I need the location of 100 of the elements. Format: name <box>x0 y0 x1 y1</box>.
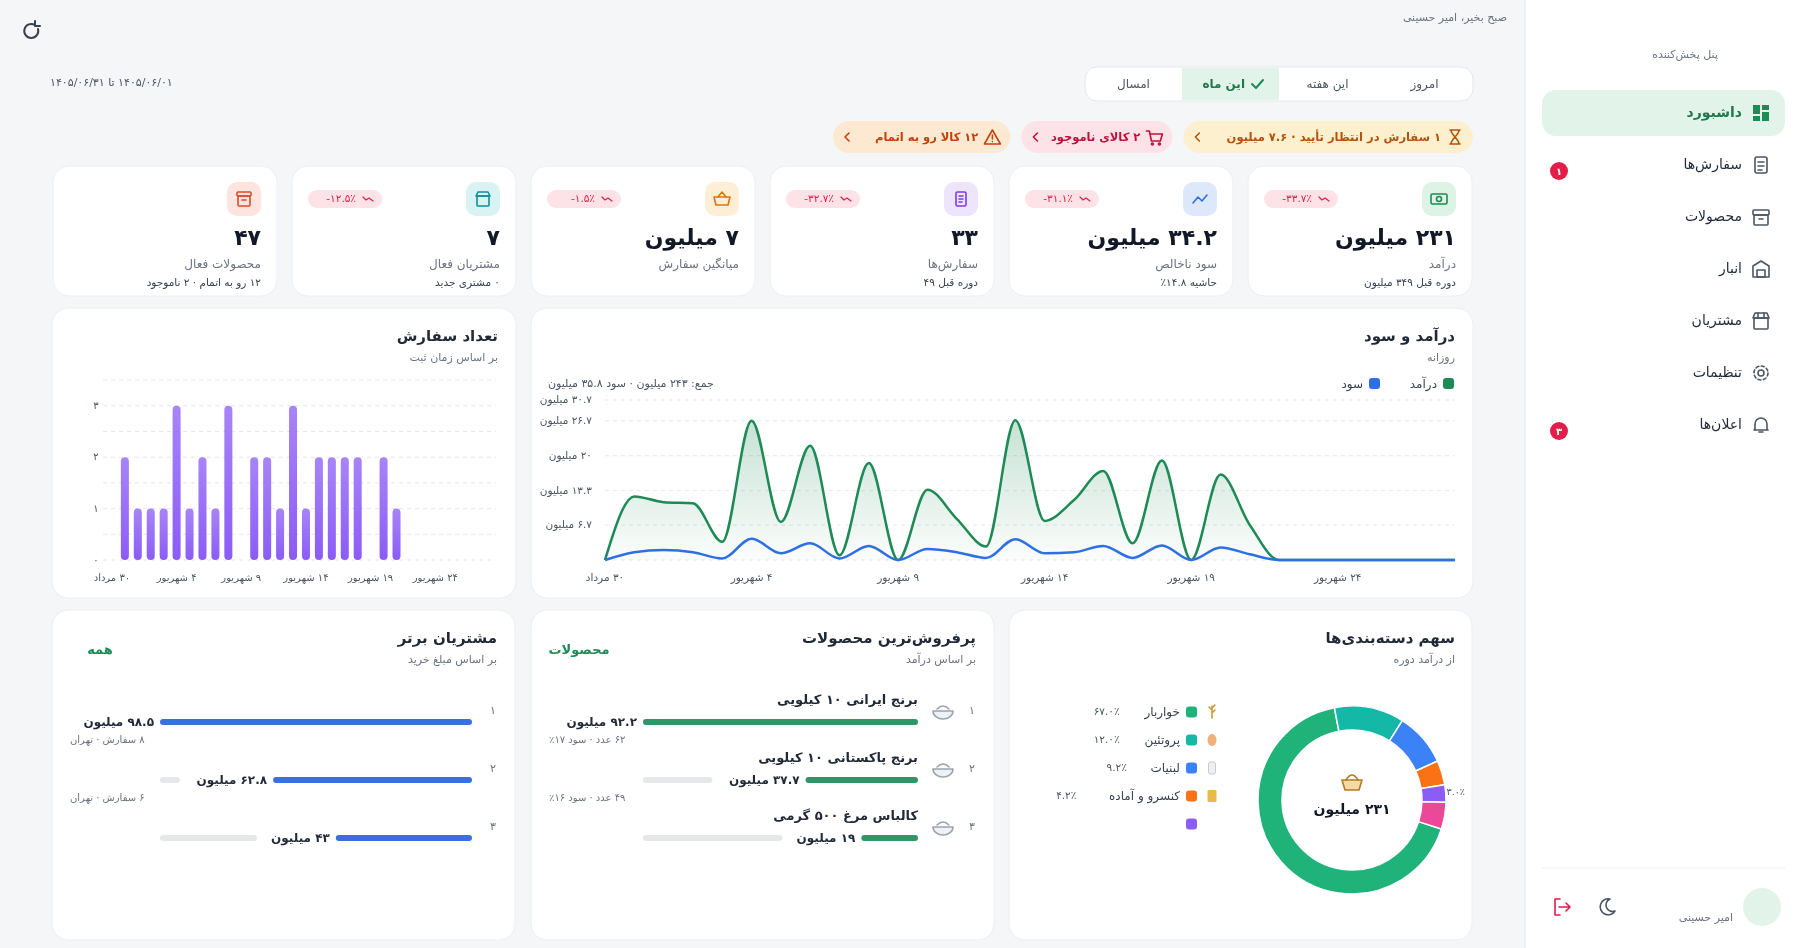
text: پنل پخش‌کننده <box>1652 48 1718 61</box>
bar <box>172 405 181 560</box>
data-label: ۶۷.۰٪ <box>1093 705 1120 717</box>
text: ۲ <box>490 762 497 775</box>
text: سود ناخالص <box>1155 256 1217 272</box>
text: ۴۹ عدد · سود ۱۶٪ <box>549 792 626 803</box>
text: ۳۴.۲ میلیون <box>1087 225 1218 251</box>
text: ۱۲ کالا رو به اتمام <box>874 129 979 145</box>
bar <box>392 508 401 560</box>
text: مشتریان فعال <box>429 256 500 272</box>
x-tick-label: ۱۴ شهریور <box>1019 571 1069 584</box>
legend-label: لبنیات <box>1150 760 1180 775</box>
text: محصولات <box>548 641 610 657</box>
text: میانگین سفارش <box>658 256 739 272</box>
text: ۱ <box>490 704 496 717</box>
x-tick-label: ۳۰ مرداد <box>93 572 131 583</box>
y-tick-label: ۳۰.۷ میلیون <box>539 393 593 406</box>
y-tick-label: ۳ <box>93 399 100 411</box>
text: ۴۷ <box>234 225 262 250</box>
text: ۱ سفارش در انتظار تأیید · ۷.۶ میلیون <box>1226 128 1441 145</box>
text: ۲۳۱ میلیون <box>1313 801 1391 818</box>
chart-subtitle: بر اساس زمان ثبت <box>409 351 498 364</box>
x-tick-label: ۴ شهریور <box>155 572 197 584</box>
data-label: ۳.۰٪ <box>1446 786 1465 798</box>
legend-label: کنسرو و آماده <box>1109 787 1181 804</box>
chart-subtitle: روزانه <box>1427 351 1455 364</box>
text: حاشیه ۱۴.۸٪ <box>1160 276 1217 288</box>
bar <box>185 508 194 560</box>
text: ۱۲ رو به اتمام · ۲ ناموجود <box>146 276 262 289</box>
text: -۳۲.۷٪ <box>804 192 834 204</box>
bar <box>301 508 310 560</box>
bar <box>198 457 207 560</box>
bar <box>379 457 388 560</box>
y-tick-label: ۱ <box>93 502 99 514</box>
x-tick-label: ۱۴ شهریور <box>282 572 329 584</box>
data-label: ۹۸.۵ میلیون <box>83 714 154 730</box>
bar <box>314 457 323 560</box>
text: جمع: ۲۴۳ میلیون · سود ۳۵.۸ میلیون <box>548 377 714 390</box>
bar <box>146 508 155 560</box>
data-label: ۱۹ میلیون <box>796 830 856 846</box>
y-tick-label: ۲۰ میلیون <box>548 448 592 462</box>
text: درآمد <box>1428 255 1456 272</box>
text: داشبورد <box>1686 104 1742 121</box>
text: ۱ <box>1555 166 1563 177</box>
y-tick-label: برنج پاکستانی ۱۰ کیلویی <box>758 749 918 765</box>
x-tick-label: ۴ شهریور <box>729 571 773 584</box>
bar <box>327 457 336 560</box>
text: ۲ <box>969 762 976 775</box>
text: دوره قبل ۴۹ <box>923 276 979 289</box>
text: بر اساس درآمد <box>905 652 976 666</box>
y-tick-label: ۲ <box>93 451 99 463</box>
text: امروز <box>1409 76 1439 92</box>
x-tick-label: ۱۹ شهریور <box>347 572 394 584</box>
x-tick-label: ۲۴ شهریور <box>1313 571 1362 584</box>
text: -۱.۵٪ <box>570 192 595 204</box>
y-tick-label: برنج ایرانی ۱۰ کیلویی <box>777 691 918 707</box>
text: ۷ <box>486 225 501 250</box>
x-tick-label: ۳۰ مرداد <box>585 571 625 584</box>
text: سفارش‌ها <box>1683 156 1742 173</box>
text: ۷ میلیون <box>644 225 740 251</box>
text: امیر حسینی <box>1678 911 1733 924</box>
data-label: ۹۲.۲ میلیون <box>566 714 638 730</box>
bar <box>250 457 259 560</box>
text: ۰ مشتری جدید <box>435 276 500 289</box>
legend-label: درآمد <box>1409 375 1437 392</box>
text: ۲ کالای ناموجود <box>1050 129 1141 145</box>
text: ۲۳۱ میلیون <box>1334 225 1456 251</box>
text: ۱۴۰۵/۰۶/۰۱ تا ۱۴۰۵/۰۶/۳۱ <box>50 76 173 89</box>
x-tick-label: ۹ شهریور <box>220 572 262 584</box>
bar <box>224 405 233 560</box>
legend-label: پروتئین <box>1144 732 1180 748</box>
bar <box>353 457 362 560</box>
legend-label: خواربار <box>1143 704 1180 720</box>
text: امسال <box>1117 76 1150 91</box>
x-tick-label: ۹ شهریور <box>876 571 920 584</box>
data-label: ۴.۲٪ <box>1056 789 1077 801</box>
y-tick-label: ۲۶.۷ میلیون <box>539 413 593 427</box>
bar <box>133 508 142 560</box>
bar <box>159 508 168 560</box>
chart-title: مشتریان برتر <box>396 628 497 647</box>
bar <box>120 457 129 560</box>
data-label: ۹.۲٪ <box>1106 761 1127 773</box>
text: این ماه <box>1202 76 1245 91</box>
x-tick-label: ۲۴ شهریور <box>411 572 458 584</box>
text: ۶۲ عدد · سود ۱۷٪ <box>549 734 626 745</box>
text: -۳۱.۱٪ <box>1043 192 1073 204</box>
text: همه <box>87 641 113 657</box>
data-label: ۶۲.۸ میلیون <box>196 772 268 788</box>
text: صبح بخیر، امیر حسینی <box>1402 11 1507 24</box>
text: ۸ سفارش · تهران <box>70 734 146 746</box>
y-tick-label: ۶.۷ میلیون <box>545 518 593 532</box>
text: محصولات <box>1684 208 1742 225</box>
text: ۱ <box>969 704 975 717</box>
text: -۳۳.۷٪ <box>1282 192 1312 204</box>
text: ۳ <box>969 820 976 833</box>
text: ۶ سفارش · تهران <box>70 792 145 804</box>
text: دوره قبل ۳۴۹ میلیون <box>1364 276 1457 289</box>
text: تنظیمات <box>1692 364 1743 380</box>
text: محصولات فعال <box>184 256 261 272</box>
legend-label: سود <box>1341 376 1363 392</box>
